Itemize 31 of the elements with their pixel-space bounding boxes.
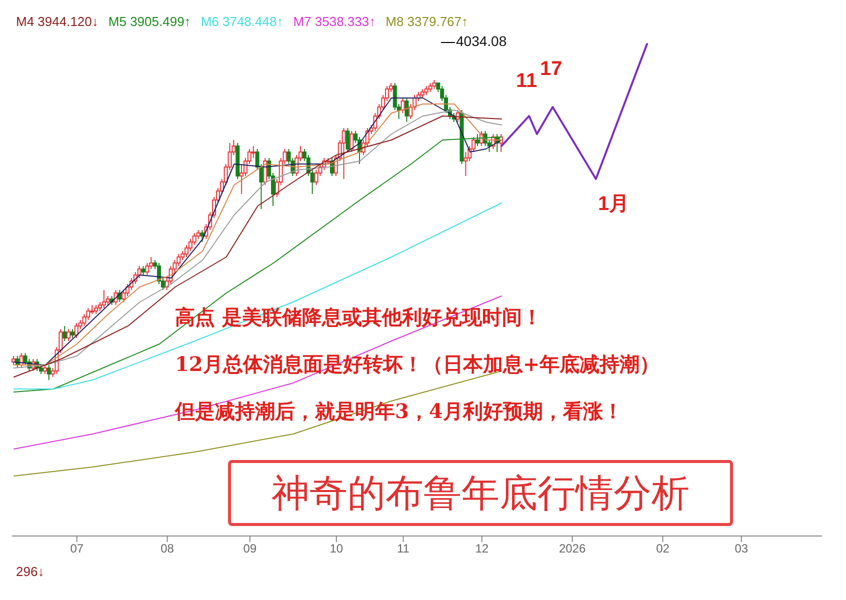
x-tick-label: 03 — [734, 542, 748, 556]
candlestick — [251, 146, 256, 158]
x-tick-label: 12 — [475, 542, 489, 556]
text: M5 3905.499↑ — [108, 14, 191, 29]
candlestick — [74, 322, 78, 338]
candlestick — [46, 364, 51, 380]
text: M6 3748.448↑ — [200, 14, 284, 29]
x-tick-label: 09 — [243, 542, 257, 556]
x-tick-label: 08 — [160, 542, 174, 556]
text: 296↓ — [16, 564, 44, 579]
annotation: 17 — [540, 58, 562, 81]
candlestick — [200, 230, 204, 242]
text: 4034.08 — [456, 33, 507, 49]
x-tick-label: 11 — [397, 542, 410, 556]
x-tick-label: 2026 — [558, 542, 586, 556]
annotation: 1月 — [598, 192, 630, 217]
candlestick — [350, 130, 354, 152]
x-tick-label: 02 — [656, 542, 670, 556]
candlestick — [102, 290, 106, 308]
candlestick — [66, 328, 71, 342]
candlestick — [346, 128, 350, 152]
x-tick-label: 07 — [70, 542, 84, 556]
text: M8 3379.767↑ — [386, 14, 468, 29]
annotation: 11 — [516, 70, 538, 93]
text: 神奇的布鲁年底行情分析 — [228, 460, 733, 526]
text: M7 3538.333↑ — [293, 14, 376, 29]
candlestick — [314, 170, 318, 186]
text: M4 3944.120↓ — [16, 14, 98, 29]
candlestick — [404, 98, 409, 122]
candlestick — [62, 326, 67, 342]
x-tick-label: 10 — [330, 542, 344, 556]
